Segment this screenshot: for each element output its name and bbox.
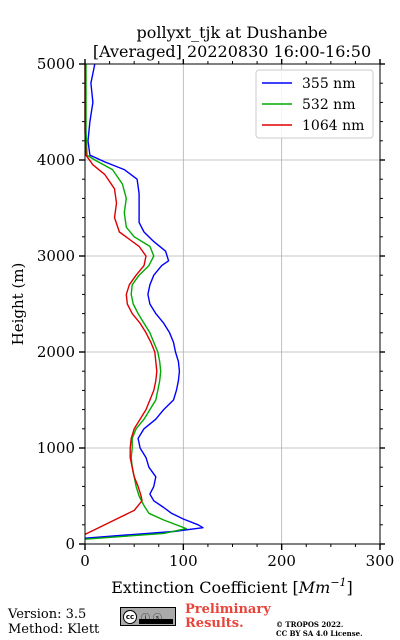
y-tick-label: 1000 <box>37 439 75 457</box>
results-text: Results. <box>185 616 244 631</box>
y-tick-label: 5000 <box>37 55 75 73</box>
copyright-notice: © TROPOS 2022. CC BY SA 4.0 License. <box>276 620 363 638</box>
legend-label: 1064 nm <box>302 118 364 134</box>
cc-license-badge: cc ⓘ ⓢ <box>120 607 176 626</box>
y-tick-label: 0 <box>65 535 75 553</box>
x-tick-label: 200 <box>267 552 296 570</box>
y-tick-label: 2000 <box>37 343 75 361</box>
x-tick-label: 300 <box>366 552 395 570</box>
extinction-profile-chart: pollyxt_tjk at Dushanbe [Averaged] 20220… <box>9 23 395 597</box>
x-axis-label-text: Extinction Coefficient [ <box>111 578 299 597</box>
y-tick-label: 3000 <box>37 247 75 265</box>
chart-subtitle: [Averaged] 20220830 16:00-16:50 <box>93 42 371 61</box>
series-line-355-nm <box>84 63 204 539</box>
preliminary-text: Preliminary <box>185 602 271 617</box>
x-tick-label: 100 <box>169 552 198 570</box>
y-axis-label: Height (m) <box>9 263 27 346</box>
legend-box <box>255 69 374 139</box>
version-text: Version: 3.5 <box>8 607 87 622</box>
method-text: Method: Klett <box>8 622 100 637</box>
series-line-532-nm <box>84 64 188 540</box>
x-axis-label-unit: Mm <box>298 578 331 597</box>
copyright-line-2: CC BY SA 4.0 License. <box>276 629 363 638</box>
x-tick-label: 0 <box>80 552 90 570</box>
series-line-1064-nm <box>84 64 158 536</box>
legend-label: 532 nm <box>302 97 355 113</box>
x-axis-label: Extinction Coefficient [Mm−1] <box>111 576 353 597</box>
x-axis-label-exponent: −1 <box>330 576 346 589</box>
cc-badge-strip <box>139 619 173 624</box>
copyright-line-1: © TROPOS 2022. <box>276 620 344 629</box>
x-axis-label-close: ] <box>347 578 353 597</box>
preliminary-results: Preliminary Results. <box>185 603 271 631</box>
y-tick-label: 4000 <box>37 151 75 169</box>
legend: 355 nm 532 nm 1064 nm <box>255 69 374 139</box>
legend-label: 355 nm <box>302 76 355 92</box>
chart-title: pollyxt_tjk at Dushanbe <box>136 23 327 42</box>
series-layer <box>84 63 204 540</box>
cc-icon: cc <box>123 610 137 624</box>
